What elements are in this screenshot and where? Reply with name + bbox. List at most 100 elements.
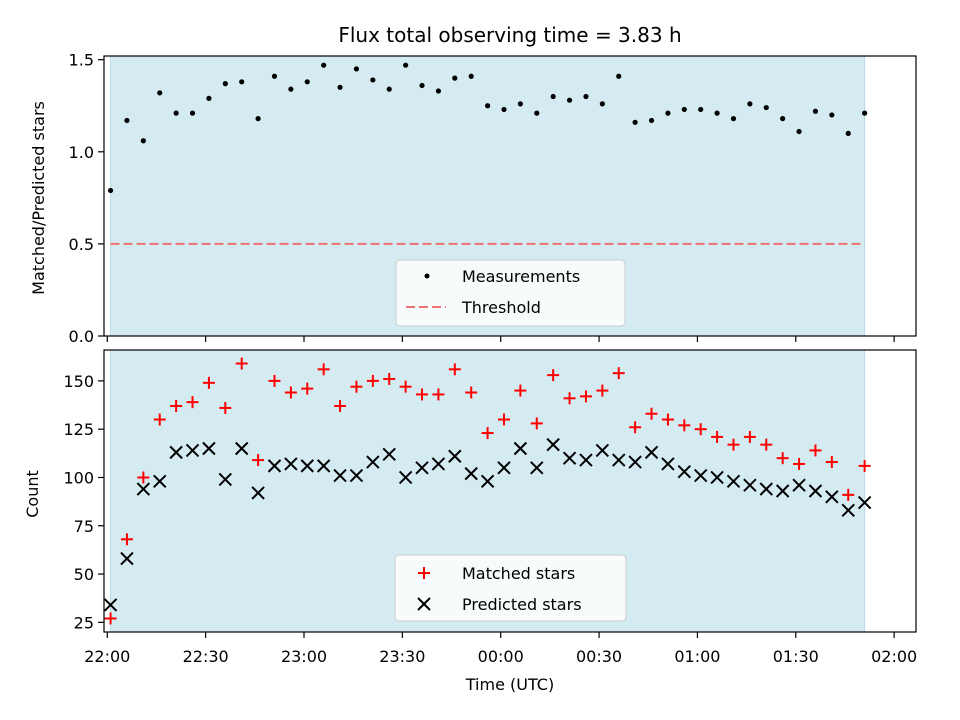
measurement-point [271,73,278,79]
measurement-point [239,79,245,85]
predicted-stars-point [251,486,265,500]
legend-predicted-label: Predicted stars [462,595,582,614]
predicted-stars-point [743,478,757,492]
measurement-point [255,116,261,122]
legend-predicted-marker [417,597,431,611]
predicted-stars-point [267,459,282,473]
measurement-point [452,75,458,81]
matched-stars-point [252,454,265,467]
measurement-point [337,84,343,90]
measurement-point [665,110,671,116]
x-axis-label: Time (UTC) [465,675,554,694]
measurement-point [714,110,720,116]
predicted-stars-point [120,551,134,566]
predicted-stars-point [661,457,675,471]
x-tick-label: 01:30 [773,647,819,666]
matched-stars-point [596,384,609,397]
matched-stars-point [793,457,806,470]
legend-measurements-label: Measurements [462,267,580,286]
predicted-stars-point [349,468,364,483]
predicted-stars-point [775,484,790,498]
top-legend: Measurements Threshold [395,259,626,327]
predicted-stars-point [513,441,528,456]
bottom-y-axis-label: Count [23,470,42,518]
predicted-stars-point [382,447,396,462]
matched-stars-point [448,363,461,376]
predicted-stars-point [497,461,511,475]
matched-stars-point [235,357,248,370]
measurement-point [517,101,523,107]
matched-stars-point [153,413,166,426]
measurement-point [173,110,179,116]
predicted-stars-point [284,457,298,471]
matched-stars-point [104,612,117,625]
predicted-stars-point [710,470,724,485]
matched-stars-point [612,367,625,380]
predicted-stars-point [103,598,118,612]
matched-stars-point [661,413,674,426]
matched-stars-point [678,419,691,432]
legend-matched-marker [418,567,430,579]
matched-stars-point [268,374,281,387]
predicted-stars-point [333,468,347,483]
measurement-point [763,104,769,111]
predicted-stars-point [644,445,659,460]
predicted-stars-point [595,443,610,458]
measurement-point [829,112,835,118]
predicted-stars-point [562,451,577,465]
predicted-stars-point [464,466,478,481]
top-legend-box [395,259,626,327]
measurement-point [484,103,491,109]
predicted-stars-point [316,459,331,473]
predicted-stars-point [136,482,151,496]
measurement-point [583,93,589,100]
measurement-point [616,73,622,79]
matched-stars-point [317,363,330,376]
x-tick-label: 23:30 [379,647,425,666]
legend-threshold-label: Threshold [461,298,541,317]
matched-stars-point [416,388,429,401]
measurement-point [386,86,392,92]
matched-stars-point [743,430,756,443]
chart-title: Flux total observing time = 3.83 h [338,23,681,47]
axes-frame [103,349,917,633]
x-tick-label: 23:00 [281,647,327,666]
predicted-stars-point [530,461,544,475]
y-tick-label: 1.0 [69,143,94,162]
matched-stars-point [579,390,592,403]
predicted-stars-point [825,490,839,504]
ratio-panel: 0.0 0.5 1.0 1.5 Matched/Predicted stars Mea… [29,51,917,346]
matched-stars-point [120,533,133,546]
measurement-point [550,93,556,100]
matched-stars-point [284,386,297,399]
measurement-point [698,106,704,113]
predicted-stars-point [366,455,380,469]
matched-stars-point [186,396,199,409]
measurement-point [157,90,163,96]
measurement-point [403,62,409,68]
predicted-stars-point [792,478,806,492]
matched-stars-point [170,400,183,413]
measurement-point [796,128,802,135]
measurement-point [599,101,605,107]
measurement-point [730,116,737,122]
measurement-point [321,62,327,68]
measurement-point [468,73,474,79]
measurement-point [304,79,310,85]
measurement-point [632,119,638,125]
matched-stars-point [514,384,527,397]
matched-stars-point [350,380,363,393]
measurement-point [140,138,146,144]
matched-stars-point [563,392,576,405]
measurement-point [648,117,655,124]
x-tick-label: 00:30 [576,647,622,666]
matched-stars-point [137,471,150,484]
measurement-point [206,95,212,101]
matched-stars-point [301,382,314,395]
matched-stars-point [202,376,215,389]
legend-measurements-marker [424,273,430,279]
matched-stars-point [497,413,510,426]
measurement-point [566,97,573,103]
measurement-point [435,88,442,94]
